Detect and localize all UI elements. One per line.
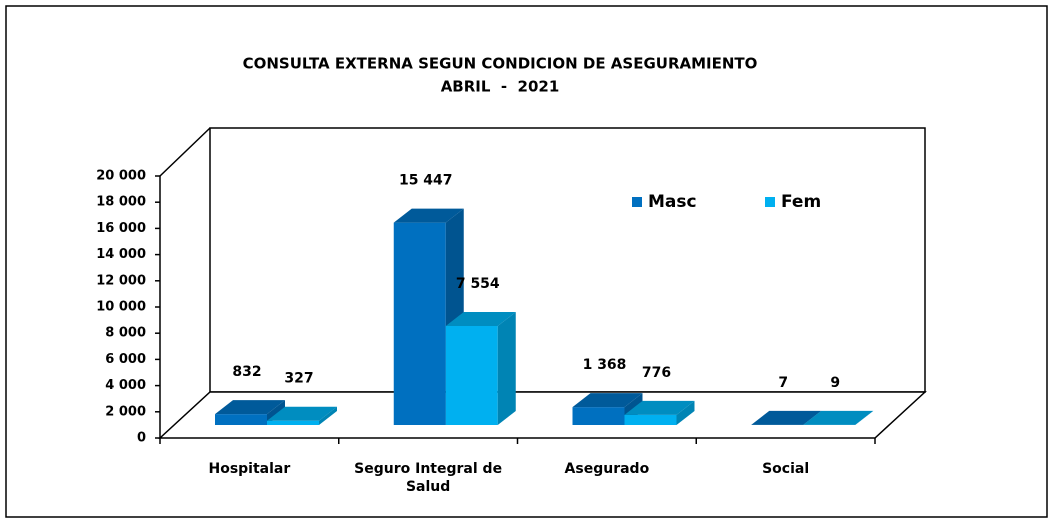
y-tick-label: 10 000 [96,300,146,315]
y-tick-label: 12 000 [96,273,146,288]
back-wall [209,127,926,393]
y-tick-label: 18 000 [96,195,146,210]
bar-top [215,400,285,415]
bar-front [624,414,677,425]
value-label: 776 [642,365,671,381]
value-label: 15 447 [399,173,453,189]
bar-front [267,420,319,425]
y-tick-label: 0 [137,431,146,446]
value-label: 832 [232,364,261,380]
bar-front [572,407,625,425]
bar [267,406,337,425]
bar [624,400,695,425]
y-tick-label: 16 000 [96,221,146,236]
legend-label: Masc [648,192,697,212]
bar-side [855,410,874,425]
y-tick-label: 4 000 [105,378,146,393]
y-tick-label: 8 000 [105,326,146,341]
x-tick-label: Hospitalar [208,461,291,477]
depth-axis [159,127,211,177]
value-label: 327 [284,371,313,387]
bar [445,312,516,425]
y-tick-label: 20 000 [96,169,146,184]
bar-top [624,400,695,415]
floor [158,391,927,439]
y-tick-label: 2 000 [105,404,146,419]
bar-side [497,312,516,425]
bar [215,400,285,425]
bar-side [676,400,695,425]
value-label: 9 [830,375,840,391]
x-tick-label: Seguro Integral de Salud [354,461,503,495]
bar-top [572,393,643,408]
x-tick-label: Social [762,461,810,477]
bar-top [393,208,464,223]
value-label: 7 554 [456,276,500,292]
y-tick-label: 6 000 [105,352,146,367]
bar-top [803,410,874,425]
bar-top [751,410,822,425]
legend-swatch [765,197,775,207]
bar-side [319,406,337,425]
bar-front [215,414,267,425]
y-tick-label: 14 000 [96,247,146,262]
x-tick-label: Asegurado [564,461,650,477]
bar-top [445,312,516,327]
bar-front [393,222,446,425]
chart-title: CONSULTA EXTERNA SEGUN CONDICION DE ASEG… [243,55,758,73]
value-label: 1 368 [583,357,627,373]
legend-label: Fem [781,192,821,212]
chart-subtitle: ABRIL - 2021 [441,78,560,96]
bar-top [267,406,337,421]
value-label: 7 [778,375,788,391]
bar-front [445,326,498,425]
bar [803,410,874,425]
legend-swatch [632,197,642,207]
